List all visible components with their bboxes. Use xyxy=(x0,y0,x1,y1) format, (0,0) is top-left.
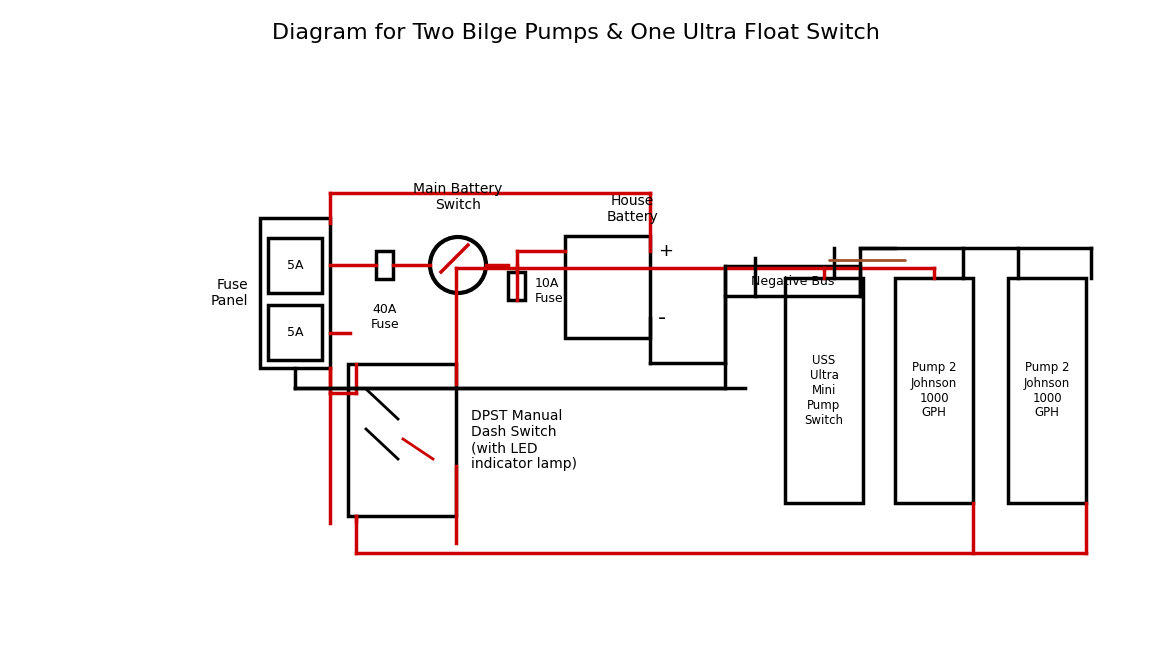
Bar xyxy=(508,272,525,300)
Text: USS
Ultra
Mini
Pump
Switch: USS Ultra Mini Pump Switch xyxy=(804,354,843,427)
Bar xyxy=(268,305,323,360)
Text: 10A
Fuse: 10A Fuse xyxy=(535,277,563,305)
Text: House
Battery: House Battery xyxy=(607,194,659,224)
Bar xyxy=(348,364,456,516)
Text: Pump 2
Johnson
1000
GPH: Pump 2 Johnson 1000 GPH xyxy=(911,362,957,419)
Text: 40A
Fuse: 40A Fuse xyxy=(371,303,400,331)
Bar xyxy=(1008,278,1086,503)
Bar xyxy=(725,266,861,296)
Text: Negative Bus: Negative Bus xyxy=(751,275,834,288)
Bar xyxy=(895,278,973,503)
Text: Fuse
Panel: Fuse Panel xyxy=(211,278,248,308)
Bar xyxy=(268,238,323,293)
Text: 5A: 5A xyxy=(287,326,303,339)
Text: +: + xyxy=(658,242,673,260)
Text: DPST Manual
Dash Switch
(with LED
indicator lamp): DPST Manual Dash Switch (with LED indica… xyxy=(471,409,577,471)
Text: Main Battery
Switch: Main Battery Switch xyxy=(414,182,502,212)
Text: Diagram for Two Bilge Pumps & One Ultra Float Switch: Diagram for Two Bilge Pumps & One Ultra … xyxy=(272,23,880,43)
Bar xyxy=(377,251,394,279)
Text: 5A: 5A xyxy=(287,259,303,272)
Text: -: - xyxy=(658,308,666,328)
Bar xyxy=(260,218,329,368)
Bar xyxy=(564,236,650,338)
Bar xyxy=(785,278,863,503)
Text: Pump 2
Johnson
1000
GPH: Pump 2 Johnson 1000 GPH xyxy=(1024,362,1070,419)
